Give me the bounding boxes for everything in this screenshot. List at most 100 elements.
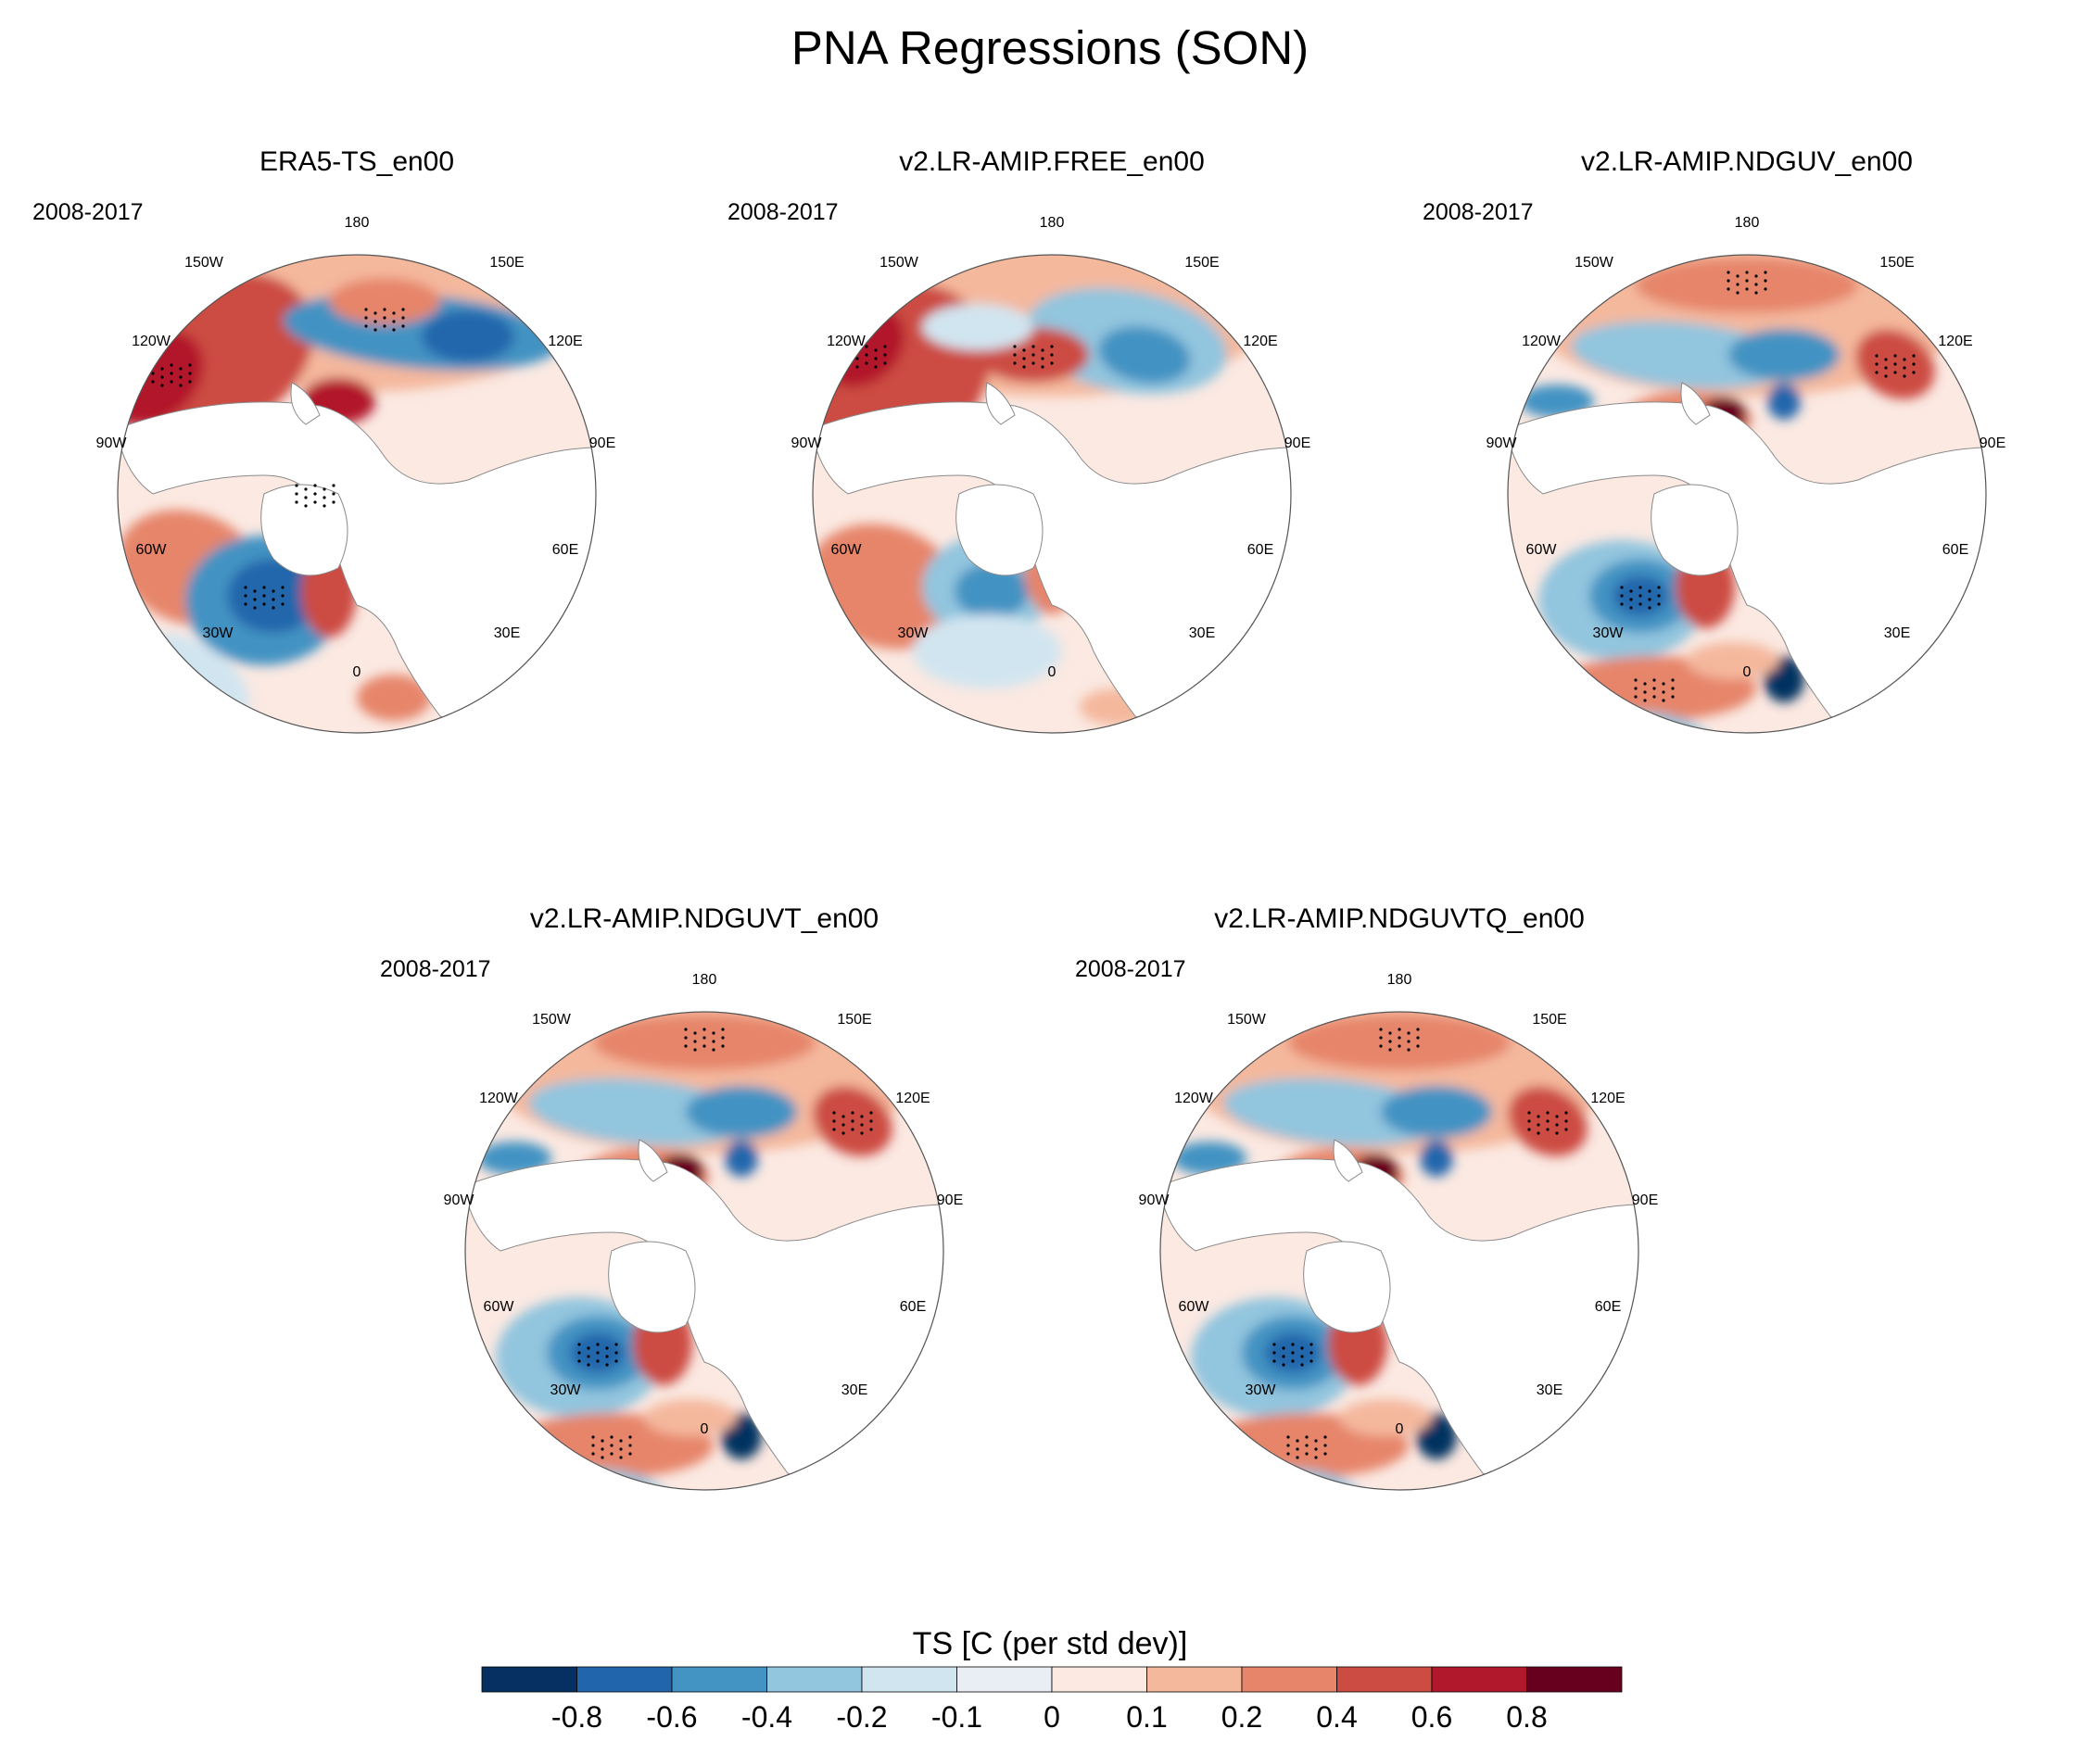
significance-dot bbox=[693, 1040, 697, 1043]
significance-dot bbox=[1379, 1036, 1383, 1040]
significance-dot bbox=[1764, 271, 1767, 274]
longitude-label: 180 bbox=[1387, 972, 1412, 988]
longitude-label: 150W bbox=[1575, 255, 1614, 271]
significance-dot bbox=[1272, 1351, 1276, 1355]
longitude-label: 120E bbox=[895, 1091, 930, 1106]
significance-dot bbox=[323, 487, 326, 491]
significance-dot bbox=[160, 375, 164, 379]
significance-dot bbox=[1875, 371, 1879, 374]
land-mass bbox=[1508, 401, 1986, 733]
land-mass bbox=[1333, 1139, 1363, 1182]
significance-dot bbox=[1555, 1123, 1559, 1127]
longitude-label: 120W bbox=[479, 1091, 519, 1106]
colorbar-tick-label: -0.6 bbox=[646, 1700, 697, 1734]
longitude-label: 0 bbox=[1396, 1421, 1404, 1437]
significance-dot bbox=[1416, 1044, 1420, 1048]
colorbar-tick-label: 0.4 bbox=[1316, 1700, 1357, 1734]
land-mass bbox=[290, 382, 321, 425]
significance-dot bbox=[1314, 1439, 1318, 1443]
significance-dot bbox=[1629, 589, 1633, 593]
significance-dot bbox=[832, 1111, 836, 1115]
panel-title: v2.LR-AMIP.FREE_en00 bbox=[899, 146, 1205, 177]
significance-dot bbox=[1903, 366, 1906, 370]
significance-dot bbox=[364, 316, 368, 320]
significance-dot bbox=[1727, 271, 1730, 274]
longitude-label: 0 bbox=[701, 1421, 709, 1437]
longitude-label: 150W bbox=[532, 1012, 572, 1028]
significance-dot bbox=[1671, 678, 1675, 682]
significance-dot bbox=[392, 311, 396, 315]
significance-dot bbox=[1291, 1351, 1295, 1355]
significance-dot bbox=[1634, 687, 1638, 690]
significance-dot bbox=[1884, 366, 1888, 370]
longitude-label: 150E bbox=[837, 1012, 871, 1028]
longitude-label: 180 bbox=[1735, 215, 1760, 231]
colorbar-tick-label: -0.4 bbox=[741, 1700, 792, 1734]
significance-dot bbox=[1662, 690, 1665, 694]
map-panel-ndguv: 180 150E 120E 90E 60E 30E 0 30W 60W 90W 120W 150W v… bbox=[1413, 146, 2081, 925]
longitude-label: 60E bbox=[552, 542, 578, 558]
significance-dot bbox=[1291, 1343, 1295, 1346]
significance-dot bbox=[295, 492, 298, 496]
significance-dot bbox=[693, 1031, 697, 1035]
significance-dot bbox=[855, 365, 859, 369]
longitude-label: 90W bbox=[791, 435, 823, 451]
significance-dot bbox=[1652, 695, 1656, 699]
significance-dot bbox=[373, 320, 377, 323]
significance-dot bbox=[1736, 291, 1739, 295]
significance-dot bbox=[160, 367, 164, 371]
significance-dot bbox=[1893, 354, 1897, 358]
significance-dot bbox=[693, 1048, 697, 1052]
significance-dot bbox=[1416, 1028, 1420, 1031]
significance-dot bbox=[160, 384, 164, 387]
significance-dot bbox=[1638, 594, 1642, 598]
significance-dot bbox=[1643, 690, 1647, 694]
anomaly-patch bbox=[1687, 642, 1779, 679]
panel-period: 2008-2017 bbox=[1423, 199, 1534, 225]
significance-dot bbox=[1050, 345, 1054, 348]
significance-dot bbox=[869, 1119, 873, 1123]
significance-dot bbox=[610, 1435, 614, 1439]
significance-dot bbox=[605, 1346, 609, 1350]
significance-dot bbox=[1527, 1119, 1531, 1123]
significance-dot bbox=[865, 353, 868, 357]
significance-dot bbox=[1031, 353, 1035, 357]
significance-dot bbox=[1657, 594, 1661, 598]
significance-dot bbox=[1629, 598, 1633, 601]
significance-dot bbox=[1912, 371, 1916, 374]
polar-map: 180 150E 120E 90E 60E 30E 0 30W 60W 90W 120W 150W bbox=[1139, 972, 1658, 1491]
significance-dot bbox=[313, 500, 317, 504]
significance-dot bbox=[1388, 1031, 1392, 1035]
significance-dot bbox=[1648, 589, 1651, 593]
anomaly-patch bbox=[1728, 329, 1840, 381]
significance-dot bbox=[1022, 348, 1026, 352]
significance-dot bbox=[253, 606, 257, 610]
significance-dot bbox=[1022, 365, 1026, 369]
significance-dot bbox=[1745, 271, 1749, 274]
anomaly-patch bbox=[593, 1015, 816, 1070]
anomaly-patch bbox=[1571, 321, 1793, 389]
longitude-label: 60E bbox=[1942, 542, 1968, 558]
colorbar-tick-label: 0.8 bbox=[1506, 1700, 1547, 1734]
significance-dot bbox=[383, 316, 386, 320]
significance-dot bbox=[272, 606, 275, 610]
significance-dot bbox=[601, 1447, 604, 1451]
longitude-label: 120E bbox=[548, 334, 582, 349]
significance-dot bbox=[1555, 1131, 1559, 1135]
longitude-label: 150E bbox=[489, 255, 524, 271]
significance-dot bbox=[392, 320, 396, 323]
significance-dot bbox=[1388, 1048, 1392, 1052]
significance-dot bbox=[1013, 345, 1017, 348]
significance-dot bbox=[832, 1128, 836, 1131]
significance-dot bbox=[1309, 1359, 1313, 1363]
significance-dot bbox=[1629, 606, 1633, 610]
significance-dot bbox=[1634, 678, 1638, 682]
significance-dot bbox=[1620, 594, 1624, 598]
significance-dot bbox=[1727, 279, 1730, 283]
significance-dot bbox=[610, 1452, 614, 1456]
map-boundary bbox=[1159, 1011, 1639, 1491]
significance-dot bbox=[1282, 1346, 1285, 1350]
significance-dot bbox=[244, 586, 247, 589]
significance-dot bbox=[1555, 1115, 1559, 1118]
significance-dot bbox=[281, 602, 285, 606]
